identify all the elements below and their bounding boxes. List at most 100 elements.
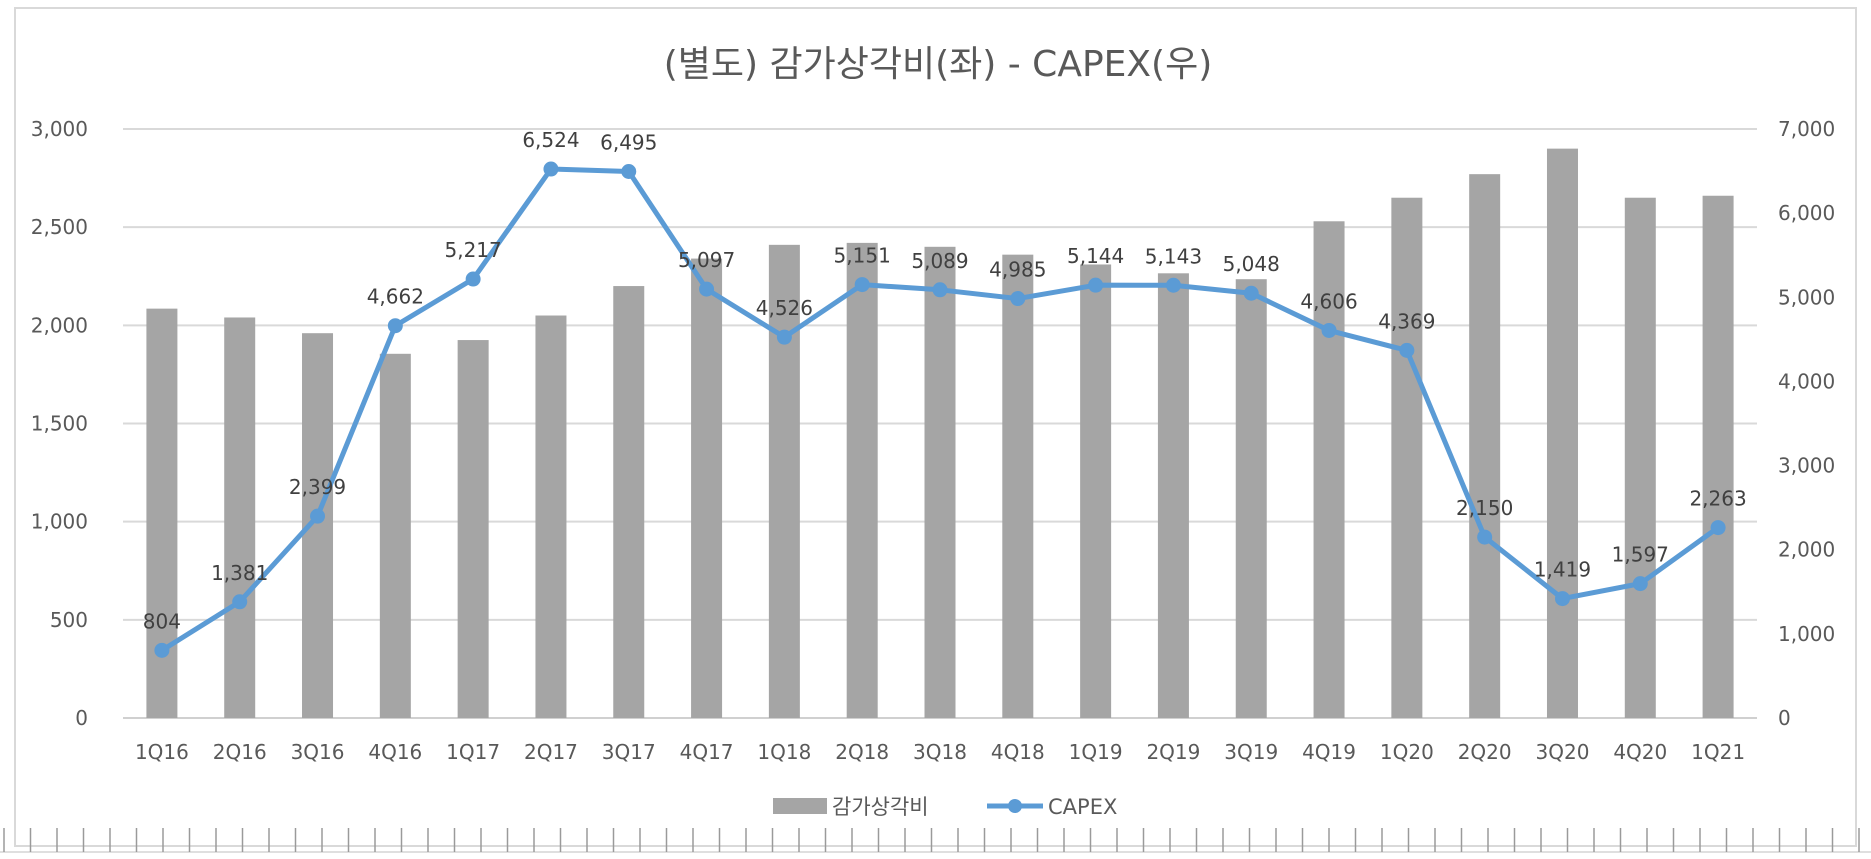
bar-1Q18 — [768, 244, 800, 718]
x-tick-label: 4Q19 — [1302, 740, 1356, 764]
legend-marker-capex — [1008, 799, 1022, 813]
x-tick-label: 2Q20 — [1458, 740, 1512, 764]
y-left-tick-label: 2,500 — [31, 215, 88, 239]
capex-point-4Q19 — [1321, 322, 1337, 338]
x-tick-label: 1Q19 — [1069, 740, 1123, 764]
legend-label-capex: CAPEX — [1048, 795, 1117, 819]
bottom-ruler-ticks — [0, 828, 1871, 853]
y-left-tick-label: 0 — [75, 706, 88, 730]
capex-point-3Q20 — [1554, 591, 1570, 607]
capex-point-1Q16 — [154, 642, 170, 658]
capex-point-2Q19 — [1165, 277, 1181, 293]
x-tick-label: 3Q18 — [913, 740, 967, 764]
x-tick-label: 1Q18 — [757, 740, 811, 764]
chart-title: (별도) 감가상각비(좌) - CAPEX(우) — [664, 44, 1213, 85]
capex-point-4Q17 — [699, 281, 715, 297]
capex-data-label: 804 — [143, 609, 181, 633]
data-labels-capex: 804 1,381 2,399 4,662 5,217 6,524 6,495 5,097 4,… — [143, 128, 1747, 633]
x-tick-label: 4Q17 — [680, 740, 734, 764]
y-right-tick-label: 7,000 — [1778, 117, 1835, 141]
capex-point-3Q18 — [932, 282, 948, 298]
bar-4Q17 — [691, 258, 723, 718]
capex-point-4Q18 — [1010, 291, 1026, 307]
bar-2Q19 — [1157, 273, 1189, 718]
y-left-tick-label: 1,000 — [31, 510, 88, 534]
capex-point-2Q17 — [543, 161, 559, 177]
y-axis-right: 0 1,000 2,000 3,000 4,000 5,000 6,000 7,000 — [1778, 117, 1835, 730]
capex-data-label: 2,150 — [1456, 496, 1513, 520]
capex-point-4Q16 — [387, 318, 403, 334]
capex-data-label: 5,143 — [1145, 244, 1202, 268]
legend-label-depreciation: 감가상각비 — [832, 795, 929, 819]
y-axis-left: 0 500 1,000 1,500 2,000 2,500 3,000 — [31, 117, 88, 730]
y-left-tick-label: 3,000 — [31, 117, 88, 141]
capex-data-label: 2,399 — [289, 475, 346, 499]
x-tick-label: 3Q16 — [291, 740, 345, 764]
capex-data-label: 5,089 — [911, 249, 968, 273]
x-tick-label: 2Q17 — [524, 740, 578, 764]
x-tick-label: 4Q16 — [368, 740, 422, 764]
capex-point-1Q17 — [465, 271, 481, 287]
line-series-capex — [154, 161, 1726, 658]
capex-data-label: 1,597 — [1612, 543, 1669, 567]
bar-series-depreciation — [146, 148, 1734, 719]
capex-point-2Q18 — [854, 277, 870, 293]
x-tick-label: 4Q18 — [991, 740, 1045, 764]
capex-data-label: 4,369 — [1378, 309, 1435, 333]
bar-1Q21 — [1702, 195, 1734, 719]
capex-point-3Q16 — [310, 508, 326, 524]
capex-point-1Q21 — [1710, 520, 1726, 536]
bar-2Q16 — [224, 317, 256, 718]
capex-data-label: 4,526 — [756, 296, 813, 320]
bar-4Q18 — [1002, 254, 1034, 719]
x-tick-label: 3Q19 — [1224, 740, 1278, 764]
capex-data-label: 6,495 — [600, 130, 657, 154]
y-right-tick-label: 3,000 — [1778, 454, 1835, 478]
capex-data-label: 5,048 — [1223, 252, 1280, 276]
x-tick-label: 2Q19 — [1146, 740, 1200, 764]
bar-3Q17 — [613, 286, 645, 718]
capex-data-label: 4,606 — [1300, 289, 1357, 313]
capex-data-label: 4,662 — [367, 285, 424, 309]
bar-1Q17 — [457, 340, 489, 718]
capex-data-label: 1,381 — [211, 561, 268, 585]
y-left-tick-label: 1,500 — [31, 412, 88, 436]
legend-swatch-depreciation — [773, 798, 827, 814]
x-tick-label: 2Q18 — [835, 740, 889, 764]
capex-data-label: 5,217 — [445, 238, 502, 262]
y-right-tick-label: 4,000 — [1778, 369, 1835, 393]
x-tick-label: 1Q20 — [1380, 740, 1434, 764]
x-tick-label: 1Q21 — [1691, 740, 1745, 764]
capex-data-label: 6,524 — [522, 128, 579, 152]
capex-point-2Q16 — [232, 594, 248, 610]
capex-data-label: 1,419 — [1534, 558, 1591, 582]
y-right-tick-label: 6,000 — [1778, 201, 1835, 225]
y-right-tick-label: 5,000 — [1778, 285, 1835, 309]
capex-data-label: 5,097 — [678, 248, 735, 272]
capex-point-3Q19 — [1243, 285, 1259, 301]
x-tick-label: 3Q17 — [602, 740, 656, 764]
legend: 감가상각비 CAPEX — [773, 795, 1117, 819]
capex-data-label: 5,151 — [834, 244, 891, 268]
x-tick-label: 3Q20 — [1536, 740, 1590, 764]
bar-4Q19 — [1313, 221, 1345, 718]
capex-point-1Q19 — [1088, 277, 1104, 293]
bar-1Q20 — [1391, 197, 1423, 718]
capex-data-label: 4,985 — [989, 258, 1046, 282]
bar-3Q20 — [1546, 148, 1578, 719]
bar-3Q18 — [924, 246, 956, 719]
x-axis: 1Q16 2Q16 3Q16 4Q16 1Q17 2Q17 3Q17 4Q17 1Q18 2Q18… — [135, 740, 1745, 764]
bar-4Q20 — [1624, 197, 1656, 718]
capex-point-1Q18 — [776, 329, 792, 345]
y-right-tick-label: 2,000 — [1778, 538, 1835, 562]
capex-point-2Q20 — [1477, 529, 1493, 545]
capex-point-4Q20 — [1632, 576, 1648, 592]
x-tick-label: 2Q16 — [213, 740, 267, 764]
bar-3Q19 — [1235, 279, 1267, 718]
capex-point-1Q20 — [1399, 342, 1415, 358]
bar-2Q18 — [846, 242, 878, 718]
y-right-tick-label: 1,000 — [1778, 622, 1835, 646]
x-tick-label: 1Q17 — [446, 740, 500, 764]
bar-2Q20 — [1469, 174, 1501, 718]
